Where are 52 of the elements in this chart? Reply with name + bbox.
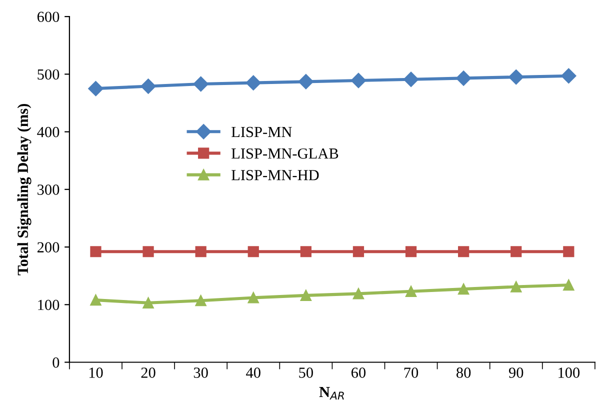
y-axis-title: Total Signaling Delay (ms): [17, 104, 32, 276]
point: [90, 294, 102, 306]
x-tick-label: 100: [558, 368, 580, 378]
legend-label: LISP-MN-GLAB: [232, 148, 338, 159]
point: [195, 246, 206, 258]
point: [88, 81, 104, 96]
point: [248, 246, 259, 258]
x-tick-label: 60: [351, 368, 366, 378]
point: [561, 68, 576, 84]
y-tick-label: 600: [37, 12, 60, 22]
point: [458, 246, 470, 258]
legend-label: LISP-MN: [232, 126, 292, 138]
y-tick-label: 400: [37, 126, 60, 138]
x-tick-label: 10: [89, 368, 103, 378]
point: [300, 290, 312, 301]
point: [246, 75, 261, 90]
y-tick-label: 500: [38, 69, 60, 80]
point: [298, 74, 314, 90]
point: [90, 246, 102, 258]
x-axis-title: N$_{AR}$: [319, 387, 344, 400]
x-tick-label: 50: [299, 368, 313, 378]
point: [352, 246, 364, 258]
point: [403, 72, 419, 87]
point: [142, 297, 154, 308]
y-tick-label: 300: [38, 184, 60, 195]
point: [510, 246, 522, 258]
x-tick-label: 30: [194, 368, 208, 378]
x-tick-label: 20: [141, 368, 156, 378]
x-tick-label: 70: [404, 368, 418, 378]
point: [458, 284, 470, 295]
point: [140, 78, 156, 94]
point: [352, 288, 364, 300]
point: [456, 70, 472, 86]
point: [508, 69, 524, 85]
y-tick-label: 200: [37, 242, 60, 252]
x-tick-label: 40: [246, 368, 260, 378]
x-tick-label: 90: [508, 368, 524, 378]
point: [300, 246, 312, 258]
point: [405, 286, 417, 297]
point: [405, 246, 417, 258]
point: [142, 246, 154, 258]
y-tick-label: 100: [38, 300, 60, 310]
point: [193, 76, 208, 92]
point: [563, 279, 574, 291]
y-tick-label: 0: [52, 357, 60, 368]
x-tick-label: 80: [456, 368, 471, 378]
legend-label: LISP-MN-HD: [232, 170, 319, 180]
point: [350, 72, 366, 88]
point: [248, 292, 259, 304]
point: [510, 281, 522, 292]
point: [563, 246, 574, 258]
point: [195, 295, 206, 306]
